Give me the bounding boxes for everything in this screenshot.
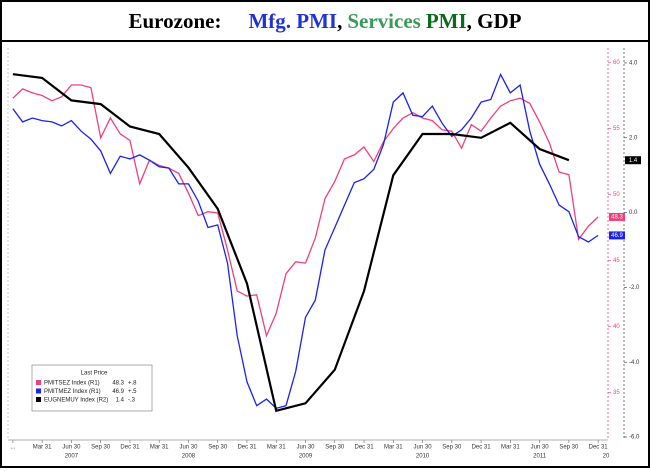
legend-swatch (36, 388, 41, 394)
y-tick-label: 45 (613, 258, 620, 264)
legend-value: 48.3 (112, 381, 124, 387)
y2-tick-label: -6.0 (629, 435, 640, 441)
y-tick-label: 55 (613, 126, 620, 132)
x-year-label: 2009 (299, 454, 313, 460)
series-line (12, 72, 599, 410)
chart: ... Mar 31 Jun 30 Sep 30 Dec 31 Mar 31 Jun 30 S… (7, 48, 641, 460)
y2-tick-label: 2.0 (629, 135, 638, 141)
x-tick-label: Sep 30 (91, 445, 111, 451)
y2-tick-label: -4.0 (629, 360, 640, 366)
x-year-label: 2008 (182, 454, 196, 460)
legend-swatch (36, 380, 41, 385)
x-tick-label: Jun 30 (414, 445, 433, 451)
x-tick-label: Sep 30 (442, 445, 462, 451)
y2-tick-label: -2.0 (629, 285, 640, 291)
x-tick-label: Jun 30 (62, 445, 81, 451)
legend-name: PMITMEZ Index (R1) (44, 389, 101, 395)
x-year-label: 2011 (533, 454, 547, 460)
title-part: Mfg. PMI (248, 8, 338, 33)
last-price-tag (609, 212, 625, 221)
legend-value: 46.9 (112, 389, 124, 395)
legend-name: PMITSEZ Index (R1) (44, 381, 100, 387)
chart-title: Eurozone: Mfg. PMI , Services PMI , GDP (2, 2, 648, 42)
series-line (12, 73, 570, 413)
last-price-tag (625, 156, 641, 165)
x-tick-label: Mar 31 (150, 445, 169, 451)
x-tick-label: Sep 30 (208, 445, 228, 451)
legend-title: Last Price (81, 371, 108, 377)
x-tick-label: Mar 31 (33, 445, 52, 451)
legend-name: EUGNEMUY Index (R2) (44, 398, 108, 404)
x-year-label: 2010 (416, 454, 430, 460)
y-tick-label: 50 (613, 192, 620, 198)
legend-change: -.3 (128, 398, 136, 404)
last-price-label: 1.4 (629, 158, 638, 164)
x-tick-label: Mar 31 (384, 445, 403, 451)
x-tick-label: Mar 31 (267, 445, 286, 451)
x-year-label: 2007 (65, 454, 79, 460)
x-tick-label: Mar 31 (501, 445, 520, 451)
x-tick-label: Dec 31 (237, 445, 257, 451)
title-part: Eurozone: (128, 8, 222, 33)
x-tick-label: Jun 30 (531, 445, 550, 451)
x-tick-label: Dec 31 (589, 445, 609, 451)
last-price-tag (609, 231, 625, 240)
x-tick-label: Dec 31 (355, 445, 375, 451)
y2-tick-label: 4.0 (629, 61, 638, 67)
title-part: Services (347, 8, 421, 33)
legend-value: 1.4 (116, 398, 125, 404)
last-price-label: 48.3 (611, 215, 623, 221)
title-part: , GDP (466, 8, 522, 33)
title-part: PMI (425, 8, 467, 33)
x-tick-label: Sep 30 (559, 445, 579, 451)
series-line (12, 84, 599, 338)
last-price-label: 46.9 (611, 233, 623, 239)
x-year-label: 20 (603, 454, 610, 460)
legend-change: +.8 (128, 381, 137, 387)
x-tick-label: ... (10, 445, 15, 451)
x-tick-label: Dec 31 (472, 445, 492, 451)
y-tick-label: 60 (613, 60, 620, 66)
y-tick-label: 40 (613, 324, 620, 330)
x-tick-label: Dec 31 (120, 445, 140, 451)
x-tick-label: Sep 30 (325, 445, 345, 451)
y2-tick-label: 0.0 (629, 210, 638, 216)
x-tick-label: Jun 30 (179, 445, 198, 451)
y-tick-label: 35 (613, 390, 620, 396)
legend-box (31, 364, 153, 412)
legend-swatch (36, 397, 41, 402)
legend-change: +.5 (128, 389, 137, 395)
x-tick-label: Jun 30 (296, 445, 315, 451)
title-part: , (337, 8, 343, 33)
